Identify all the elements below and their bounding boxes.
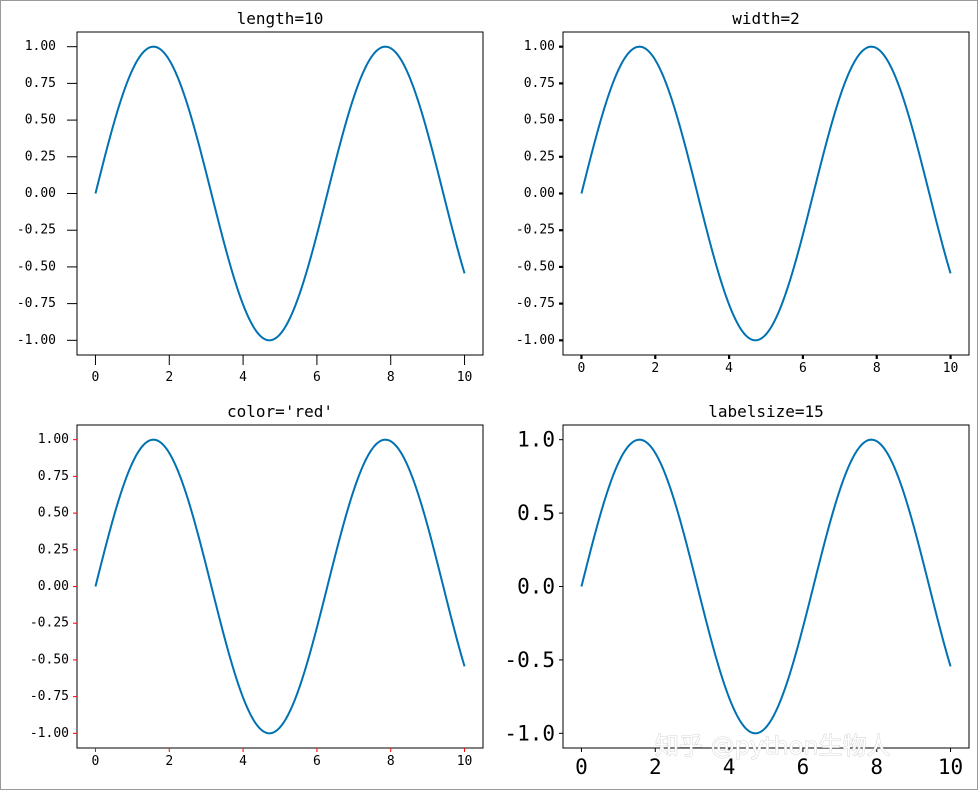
x-tick-label: 8 — [870, 755, 883, 779]
x-tick-label: 0 — [578, 361, 586, 376]
y-tick-label: -1.0 — [504, 721, 555, 745]
y-tick-label: -0.5 — [504, 648, 555, 672]
subplot-title: width=2 — [732, 9, 799, 28]
y-tick-label: 1.0 — [517, 428, 555, 452]
y-tick-label: 0.25 — [25, 149, 56, 164]
x-tick-label: 4 — [725, 361, 733, 376]
subplot-4: labelsize=15 0 2 4 6 8 10 1.0 0.5 0.0 -0.5 -1.0 — [504, 402, 970, 779]
x-tick-label: 6 — [797, 755, 810, 779]
y-tick-label: 0.75 — [38, 469, 69, 484]
x-tick-label: 2 — [649, 755, 662, 779]
subplot-1: length=10 0 2 4 6 8 10 1.00 0.75 0.50 0.25 0.00 -0.2… — [17, 9, 484, 385]
x-tick-label: 0 — [575, 755, 588, 779]
y-tick-label: 0.50 — [38, 506, 69, 521]
sine-line — [94, 45, 466, 342]
x-tick-label: 2 — [165, 754, 173, 769]
axes-frame — [562, 424, 970, 749]
y-tick-label: 0.75 — [25, 76, 56, 91]
x-tick-label: 6 — [313, 754, 321, 769]
y-tick-label: -0.50 — [30, 652, 69, 667]
x-tick-label: 2 — [651, 361, 659, 376]
x-tick-label: 6 — [799, 361, 807, 376]
subplot-3: color='red' 0 2 4 6 8 10 1.00 0.75 0.50 0.25 0.00 -0… — [30, 402, 484, 769]
y-tick-label: 0.75 — [524, 76, 555, 91]
subplot-2: width=2 0 2 4 6 8 10 1.00 0.75 0.50 0.25 0.00 -0.25 -… — [516, 9, 970, 376]
y-tick-label: -0.25 — [30, 616, 69, 631]
subplot-title: color='red' — [227, 402, 333, 421]
x-tick-label: 4 — [239, 754, 247, 769]
x-tick-label: 10 — [457, 754, 473, 769]
x-tick-label: 10 — [457, 370, 473, 385]
y-tick-label: 1.00 — [38, 432, 69, 447]
x-tick-label: 8 — [873, 361, 881, 376]
y-tick-label: -1.00 — [30, 726, 69, 741]
y-tick-label: 0.25 — [38, 542, 69, 557]
x-tick-label: 2 — [165, 370, 173, 385]
axes-frame — [76, 424, 484, 749]
sine-line — [580, 45, 952, 342]
y-tick-label: 0.0 — [517, 575, 555, 599]
y-tick-label: 0.50 — [25, 113, 56, 128]
y-tick-label: -0.25 — [516, 223, 555, 238]
y-tick-label: -0.75 — [516, 296, 555, 311]
subplot-title: length=10 — [237, 9, 324, 28]
y-tick-label: 0.25 — [524, 149, 555, 164]
axes-frame — [76, 31, 484, 356]
y-tick-label: -0.25 — [17, 223, 56, 238]
subplot-title: labelsize=15 — [708, 402, 824, 421]
x-tick-label: 4 — [723, 755, 736, 779]
x-tick-label: 8 — [387, 370, 395, 385]
sine-line — [94, 438, 466, 735]
y-tick-label: -1.00 — [516, 333, 555, 348]
watermark: 知乎 @python生物人 — [655, 732, 891, 760]
y-tick-label: 0.00 — [38, 579, 69, 594]
y-tick-label: -0.50 — [516, 259, 555, 274]
x-tick-label: 4 — [239, 370, 247, 385]
y-tick-label: -0.75 — [17, 296, 56, 311]
x-tick-label: 8 — [387, 754, 395, 769]
sine-line — [580, 438, 952, 735]
y-tick-label: -0.75 — [30, 689, 69, 704]
y-tick-label: 0.50 — [524, 113, 555, 128]
y-tick-label: 0.5 — [517, 501, 555, 525]
x-tick-label: 0 — [92, 754, 100, 769]
x-tick-label: 6 — [313, 370, 321, 385]
y-tick-label: 0.00 — [25, 186, 56, 201]
y-tick-label: 1.00 — [524, 39, 555, 54]
x-tick-label: 10 — [943, 361, 959, 376]
x-tick-label: 0 — [92, 370, 100, 385]
y-tick-label: -0.50 — [17, 259, 56, 274]
y-tick-label: -1.00 — [17, 333, 56, 348]
axes-frame — [562, 31, 970, 356]
y-tick-label: 1.00 — [25, 39, 56, 54]
y-tick-label: 0.00 — [524, 186, 555, 201]
x-tick-label: 10 — [938, 755, 963, 779]
